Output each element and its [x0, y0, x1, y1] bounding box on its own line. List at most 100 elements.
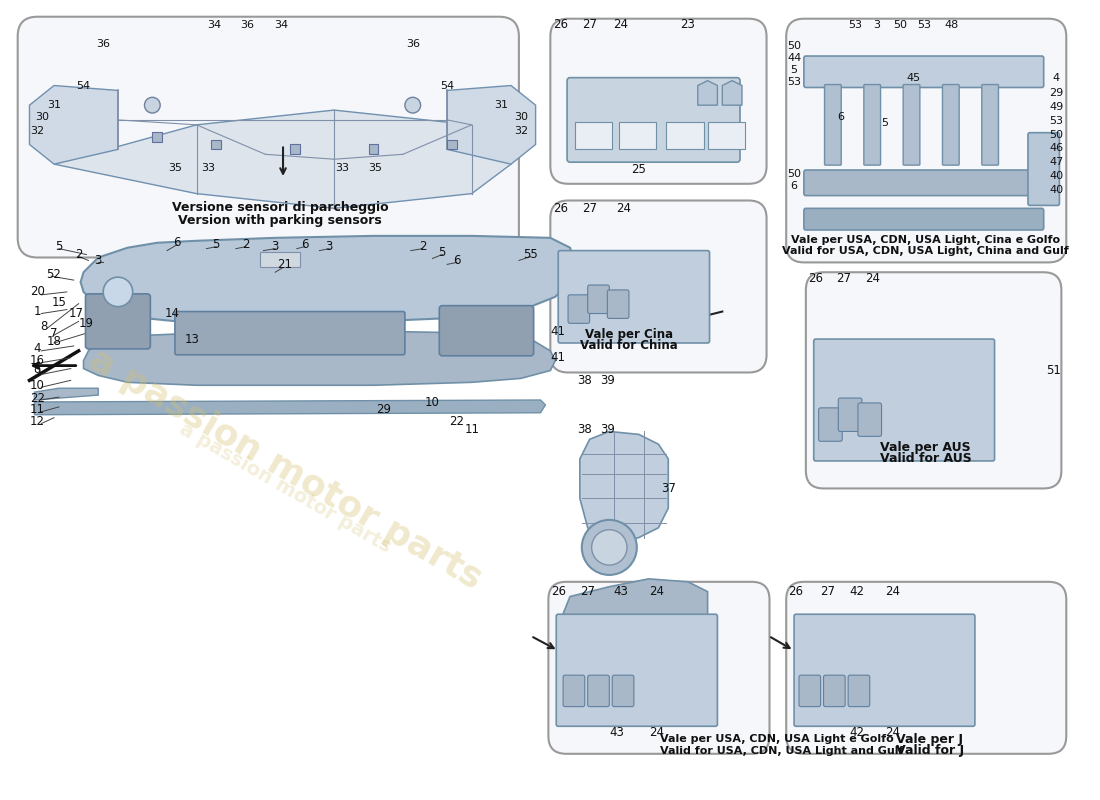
FancyBboxPatch shape [568, 78, 740, 162]
Text: Vale per J: Vale per J [896, 733, 964, 746]
Text: 27: 27 [582, 18, 597, 31]
Text: 5: 5 [439, 246, 446, 259]
Text: Vale per AUS: Vale per AUS [880, 441, 971, 454]
Polygon shape [84, 331, 556, 386]
FancyBboxPatch shape [550, 201, 767, 373]
Text: 10: 10 [30, 378, 45, 392]
Text: a passion motor parts: a passion motor parts [82, 342, 487, 595]
Text: 26: 26 [551, 585, 565, 598]
FancyBboxPatch shape [903, 85, 920, 165]
Text: 21: 21 [277, 258, 293, 271]
Text: 4: 4 [1053, 73, 1060, 82]
Text: 54: 54 [77, 81, 90, 90]
Text: 14: 14 [165, 307, 179, 320]
Text: 24: 24 [866, 272, 880, 285]
Text: 50: 50 [788, 42, 801, 51]
Text: 27: 27 [582, 202, 597, 215]
Text: 20: 20 [30, 286, 45, 298]
Bar [619, 122, 657, 150]
FancyBboxPatch shape [439, 306, 534, 356]
Text: 24: 24 [614, 18, 628, 31]
Text: 36: 36 [241, 19, 255, 30]
Text: 15: 15 [52, 296, 66, 310]
Text: 53: 53 [788, 77, 801, 86]
Bar [575, 122, 613, 150]
Text: 6: 6 [173, 236, 180, 250]
Text: 45: 45 [906, 73, 921, 82]
Text: 26: 26 [789, 585, 803, 598]
Text: 2: 2 [419, 240, 427, 253]
FancyBboxPatch shape [557, 614, 717, 726]
Text: Vale per USA, CDN, USA Light, Cina e Golfo: Vale per USA, CDN, USA Light, Cina e Gol… [791, 235, 1060, 245]
Text: Valid for USA, CDN, USA Light, China and Gulf: Valid for USA, CDN, USA Light, China and… [782, 246, 1069, 256]
Text: 47: 47 [1049, 157, 1064, 167]
Text: 5: 5 [791, 65, 798, 74]
Text: 44: 44 [786, 53, 801, 63]
Circle shape [582, 520, 637, 575]
Text: Valid for J: Valid for J [896, 744, 965, 758]
Text: 23: 23 [681, 18, 695, 31]
Text: 1: 1 [34, 305, 41, 318]
Text: Versione sensori di parcheggio: Versione sensori di parcheggio [172, 201, 388, 214]
Text: Valid for China: Valid for China [580, 339, 678, 353]
Text: 31: 31 [494, 100, 508, 110]
Text: Vale per Cina: Vale per Cina [585, 328, 673, 341]
Text: 33: 33 [201, 163, 216, 173]
Text: 11: 11 [464, 423, 480, 436]
Text: 50: 50 [788, 169, 801, 179]
Text: 8: 8 [41, 320, 48, 333]
Text: Version with parking sensors: Version with parking sensors [178, 214, 382, 226]
Text: 12: 12 [30, 415, 45, 428]
Text: 30: 30 [514, 112, 528, 122]
Text: 32: 32 [31, 126, 44, 136]
Text: 53: 53 [916, 19, 931, 30]
Text: 26: 26 [552, 18, 568, 31]
Text: 5: 5 [881, 118, 888, 128]
FancyBboxPatch shape [814, 339, 994, 461]
Text: 2: 2 [242, 238, 250, 251]
Text: 39: 39 [600, 374, 615, 387]
Polygon shape [580, 431, 669, 547]
Text: 43: 43 [614, 585, 628, 598]
Text: 40: 40 [1049, 171, 1064, 181]
Bar [290, 145, 299, 154]
Text: 37: 37 [661, 482, 675, 495]
Text: 38: 38 [578, 374, 592, 387]
FancyBboxPatch shape [838, 398, 862, 431]
Text: 17: 17 [69, 307, 85, 320]
Text: 9: 9 [34, 366, 41, 379]
Text: 19: 19 [79, 317, 94, 330]
FancyBboxPatch shape [86, 294, 151, 349]
FancyBboxPatch shape [943, 85, 959, 165]
Text: 36: 36 [406, 39, 420, 50]
Bar [448, 139, 456, 150]
Text: 6: 6 [791, 181, 798, 190]
Text: 53: 53 [1049, 116, 1064, 126]
FancyBboxPatch shape [549, 582, 770, 754]
Text: 55: 55 [524, 248, 538, 261]
FancyBboxPatch shape [804, 170, 1044, 195]
Text: 27: 27 [580, 585, 595, 598]
Text: 5: 5 [212, 238, 220, 251]
Text: Valid for USA, CDN, USA Light and Gulf: Valid for USA, CDN, USA Light and Gulf [660, 746, 904, 756]
Polygon shape [34, 400, 546, 414]
Polygon shape [723, 81, 743, 105]
FancyBboxPatch shape [1028, 133, 1059, 206]
Text: 40: 40 [1049, 185, 1064, 194]
FancyBboxPatch shape [568, 295, 590, 323]
FancyBboxPatch shape [804, 56, 1044, 87]
FancyBboxPatch shape [799, 675, 821, 706]
FancyBboxPatch shape [825, 85, 842, 165]
FancyBboxPatch shape [607, 290, 629, 318]
Text: 24: 24 [617, 202, 631, 215]
Text: 41: 41 [551, 351, 565, 364]
FancyBboxPatch shape [794, 614, 975, 726]
Text: 4: 4 [34, 342, 41, 355]
Text: 34: 34 [207, 19, 221, 30]
Text: 2: 2 [75, 248, 82, 261]
Text: 35: 35 [368, 163, 383, 173]
Text: Valid for AUS: Valid for AUS [880, 453, 971, 466]
Polygon shape [80, 236, 575, 323]
FancyBboxPatch shape [804, 208, 1044, 230]
Text: 51: 51 [1046, 364, 1062, 377]
